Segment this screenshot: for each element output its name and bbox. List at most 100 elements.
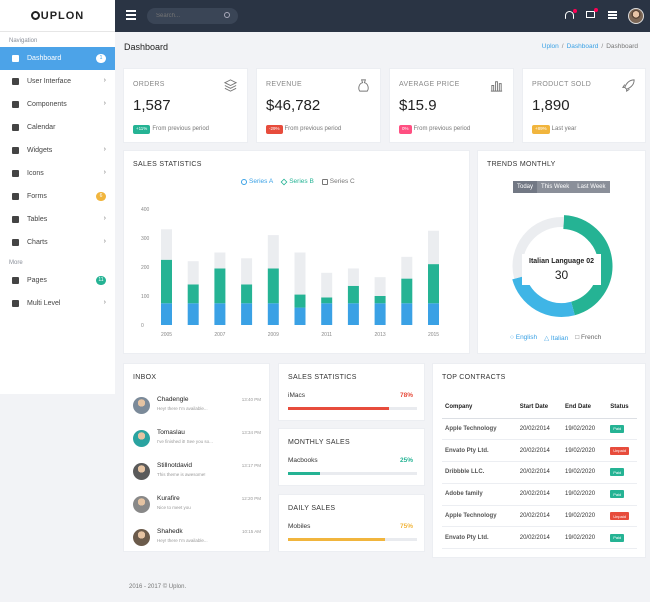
- inbox-message[interactable]: Kurafire Nice to meet you 12:20 PM: [133, 493, 261, 517]
- bar-series-b-2010: [294, 294, 306, 308]
- logo[interactable]: UPLON: [0, 0, 115, 32]
- sidebar-item-label: Forms: [27, 193, 47, 200]
- mail-icon[interactable]: [586, 8, 598, 18]
- stat-value: $46,782: [266, 97, 321, 114]
- table-row[interactable]: Dribbble LLC. 20/02/2014 19/02/2020 Paid: [442, 461, 637, 484]
- tab-last-week[interactable]: Last Week: [577, 184, 606, 190]
- progress-percent: 25%: [399, 457, 413, 464]
- sidebar-item-label: Dashboard: [27, 55, 62, 62]
- inbox-message[interactable]: Chadengle Hey! there I'm available... 13:4…: [133, 394, 261, 418]
- contracts-table: Company Start Date End Date Status Apple Te…: [442, 396, 637, 550]
- inbox-card: INBOX Chadengle Hey! there I'm available.…: [124, 364, 269, 551]
- progress-track: [288, 407, 417, 410]
- breadcrumb: Uplon / Dashboard / Dashboard: [542, 43, 638, 50]
- chevron-right-icon: ›: [103, 169, 106, 176]
- menu-icon[interactable]: [126, 10, 136, 20]
- topbar: [115, 0, 650, 32]
- avatar: [133, 529, 150, 546]
- sidebar-item-calendar[interactable]: Calendar: [0, 116, 115, 139]
- search-icon[interactable]: [224, 12, 230, 18]
- user-avatar[interactable]: [628, 8, 644, 24]
- legend-series-c[interactable]: Series C: [321, 178, 355, 185]
- table-row[interactable]: Envato Pty Ltd. 20/02/2014 19/02/2020 Paid: [442, 526, 637, 550]
- sidebar-item-widgets[interactable]: Widgets ›: [0, 139, 115, 162]
- nav-group-label: Navigation: [9, 38, 38, 44]
- legend-english[interactable]: ○ English: [510, 334, 538, 341]
- stat-note: 0% From previous period: [399, 125, 470, 134]
- legend-italian[interactable]: △ Italian: [544, 335, 569, 342]
- sidebar-item-tables[interactable]: Tables ›: [0, 208, 115, 231]
- tab-this-week[interactable]: This Week: [541, 184, 570, 190]
- layers-icon: [12, 78, 19, 85]
- message-time: 13:40 PM: [241, 397, 261, 402]
- stat-note-text: From previous period: [284, 126, 342, 133]
- stat-card-orders: ORDERS 1,587 +11% From previous period: [124, 69, 247, 142]
- sidebar-item-label: User Interface: [27, 78, 71, 85]
- breadcrumb-separator: /: [561, 43, 564, 50]
- pages-icon: [12, 277, 19, 284]
- sidebar-item-dashboard[interactable]: Dashboard 1: [0, 47, 115, 70]
- sidebar-item-multi-level[interactable]: Multi Level ›: [0, 292, 115, 315]
- multilevel-icon: [12, 300, 19, 307]
- sidebar-item-forms[interactable]: Forms 6: [0, 185, 115, 208]
- stat-change-badge: 0%: [399, 125, 412, 134]
- message-time: 12:20 PM: [241, 496, 261, 501]
- sidebar-item-user-interface[interactable]: User Interface ›: [0, 70, 115, 93]
- top-contracts-card: TOP CONTRACTS Company Start Date End Date S…: [433, 364, 645, 557]
- table-row[interactable]: Adobe family 20/02/2014 19/02/2020 Paid: [442, 483, 637, 506]
- table-row[interactable]: Envato Pty Ltd. 20/02/2014 19/02/2020 Unpai…: [442, 439, 637, 463]
- company-cell: Envato Pty Ltd.: [442, 526, 517, 550]
- mail-dot: [594, 8, 598, 12]
- inbox-message[interactable]: Shahedk Hey! there I'm available... 10:15 …: [133, 526, 261, 550]
- search-input[interactable]: [156, 13, 216, 19]
- bar-series-a-2014: [401, 303, 413, 325]
- sidebar-item-pages[interactable]: Pages 11: [0, 269, 115, 292]
- x-tick-label: 2005: [161, 332, 172, 338]
- column-header[interactable]: Start Date: [516, 396, 562, 419]
- bar-series-c-2005: [161, 229, 172, 260]
- y-tick-label: 300: [141, 236, 150, 242]
- sidebar-item-components[interactable]: Components ›: [0, 93, 115, 116]
- sidebar-item-charts[interactable]: Charts ›: [0, 231, 115, 254]
- column-header[interactable]: Status: [607, 396, 637, 419]
- legend-series-b[interactable]: Series B: [280, 178, 314, 185]
- stat-note: +11% From previous period: [133, 125, 209, 134]
- end-date-cell: 19/02/2020: [562, 461, 608, 484]
- sidebar-item-icons[interactable]: Icons ›: [0, 162, 115, 185]
- bar-series-c-2013: [374, 277, 386, 296]
- table-row[interactable]: Apple Technology 20/02/2014 19/02/2020 Unpa…: [442, 505, 637, 528]
- bell-icon[interactable]: [565, 9, 577, 19]
- end-date-cell: 19/02/2020: [562, 483, 608, 506]
- chevron-right-icon: ›: [103, 299, 106, 306]
- table-row[interactable]: Apple Technology 20/02/2014 19/02/2020 Paid: [442, 418, 637, 441]
- donut-center-box: [522, 254, 601, 285]
- inbox-message[interactable]: Tomaslau I've finished it! See you so... 1…: [133, 427, 261, 451]
- progress-card-daily-sales: DAILY SALES Mobiles 75%: [279, 495, 424, 551]
- legend-french[interactable]: □ French: [575, 334, 602, 341]
- bar-series-b-2014: [401, 278, 413, 304]
- stat-note-text: From previous period: [413, 126, 471, 133]
- progress-card-sales-statistics: SALES STATISTICS iMacs 78%: [279, 364, 424, 420]
- breadcrumb-link[interactable]: Dashboard: [566, 43, 599, 50]
- list-icon[interactable]: [608, 11, 617, 20]
- breadcrumb-link[interactable]: Uplon: [541, 43, 559, 50]
- column-header[interactable]: Company: [442, 396, 517, 419]
- logo-icon: [30, 11, 40, 20]
- column-header[interactable]: End Date: [562, 396, 608, 419]
- bar-series-a-2009: [267, 303, 279, 325]
- sender-name: Chadengle: [157, 396, 189, 403]
- cog-icon: [12, 101, 19, 108]
- stat-card-product-sold: PRODUCT SOLD 1,890 +89% Last year: [523, 69, 645, 142]
- inbox-message[interactable]: Stillnotdavid This theme is awesome! 13:17…: [133, 460, 261, 484]
- sender-name: Kurafire: [157, 495, 180, 502]
- y-tick-label: 100: [141, 294, 150, 300]
- tab-today[interactable]: Today: [513, 181, 538, 193]
- status-cell: Paid: [607, 461, 637, 484]
- legend-series-a[interactable]: Series A: [241, 178, 273, 185]
- bar-series-c-2011: [321, 272, 333, 298]
- message-time: 10:15 AM: [241, 529, 261, 534]
- progress-track: [288, 538, 417, 541]
- calendar-icon: [12, 124, 19, 131]
- progress-fill: [288, 407, 389, 410]
- sidebar-item-label: Components: [27, 101, 67, 108]
